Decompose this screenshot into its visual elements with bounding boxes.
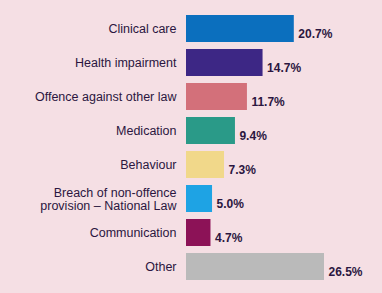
svg-text:26.5%: 26.5% bbox=[329, 265, 363, 279]
svg-text:Behaviour: Behaviour bbox=[120, 158, 176, 172]
svg-text:Health impairment: Health impairment bbox=[75, 56, 177, 70]
svg-text:Offence against other law: Offence against other law bbox=[35, 90, 177, 104]
svg-text:20.7%: 20.7% bbox=[298, 27, 332, 41]
svg-text:7.3%: 7.3% bbox=[229, 163, 257, 177]
svg-text:Breach of non-offenceprovision: Breach of non-offenceprovision – Nationa… bbox=[40, 186, 177, 213]
svg-text:Communication: Communication bbox=[90, 226, 177, 240]
svg-text:Clinical care: Clinical care bbox=[108, 22, 176, 36]
svg-text:9.4%: 9.4% bbox=[239, 129, 267, 143]
svg-text:11.7%: 11.7% bbox=[251, 95, 285, 109]
svg-text:Medication: Medication bbox=[116, 124, 176, 138]
svg-text:Other: Other bbox=[145, 260, 176, 274]
svg-text:14.7%: 14.7% bbox=[267, 61, 301, 75]
svg-text:5.0%: 5.0% bbox=[217, 197, 245, 211]
svg-text:4.7%: 4.7% bbox=[215, 231, 243, 245]
